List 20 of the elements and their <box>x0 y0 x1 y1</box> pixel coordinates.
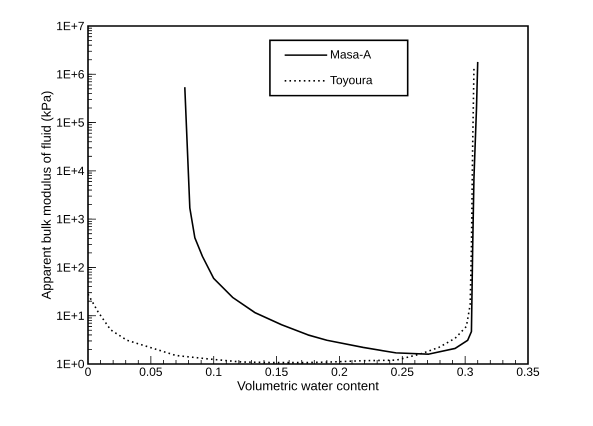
y-axis-title: Apparent bulk modulus of fluid (kPa) <box>41 91 54 300</box>
x-axis-title: Volumetric water content <box>237 380 379 390</box>
y-tick-label: 1E+3 <box>57 214 84 224</box>
y-tick-label: 1E+5 <box>57 118 84 127</box>
legend-label: Toyoura <box>330 76 373 87</box>
y-tick-label: 1E+0 <box>57 360 84 368</box>
x-tick-label: 0.35 <box>516 368 540 376</box>
y-tick-label: 1E+1 <box>57 312 84 320</box>
x-tick-label: 0.25 <box>391 368 414 376</box>
x-tick-label: 0 <box>85 368 91 376</box>
y-tick-label: 1E+4 <box>57 166 84 175</box>
x-tick-label: 0.1 <box>206 368 222 376</box>
x-tick-label: 0.15 <box>265 368 288 376</box>
y-tick-label: 1E+7 <box>57 22 84 30</box>
y-tick-label: 1E+6 <box>57 70 84 79</box>
x-tick-label: 0.3 <box>457 368 473 376</box>
x-tick-label: 0.05 <box>140 368 162 376</box>
y-tick-label: 1E+2 <box>57 263 84 272</box>
legend-label: Masa-A <box>330 50 372 59</box>
x-tick-label: 0.2 <box>332 368 348 376</box>
